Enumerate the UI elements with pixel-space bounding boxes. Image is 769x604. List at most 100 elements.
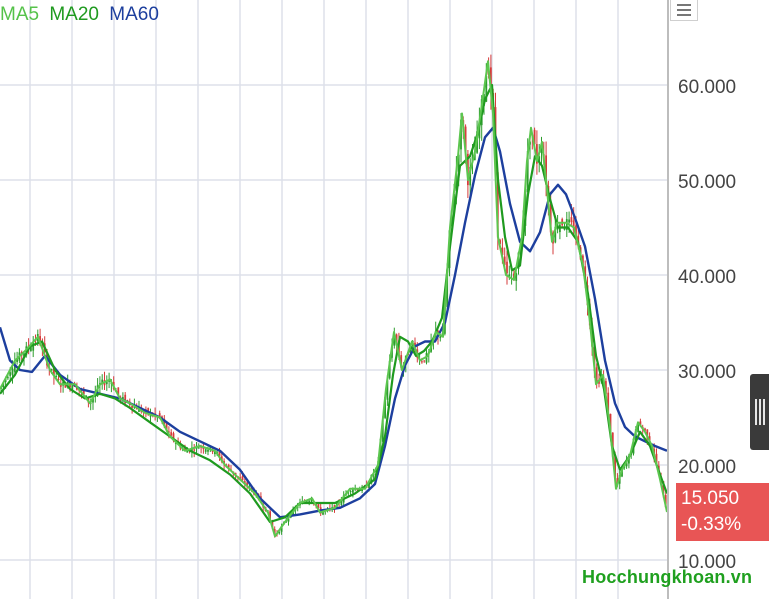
candle-body xyxy=(269,511,271,520)
candle-body xyxy=(50,368,53,371)
candle-body xyxy=(540,149,543,154)
candle-body xyxy=(386,380,389,400)
horizontal-grid xyxy=(0,84,668,561)
candle-body xyxy=(409,350,412,353)
panel-handle-icon[interactable] xyxy=(750,374,769,450)
candle-body xyxy=(637,424,639,433)
candle-body xyxy=(289,516,292,518)
candle-body xyxy=(662,481,665,494)
candle-body xyxy=(628,455,630,464)
candle-body xyxy=(241,476,244,481)
candle-body xyxy=(503,256,506,265)
candle-body xyxy=(287,518,290,522)
candle-body xyxy=(7,377,9,379)
candle-body xyxy=(227,464,230,468)
candle-body xyxy=(453,194,455,215)
candle-body xyxy=(644,428,646,431)
candle-body xyxy=(310,500,313,502)
candle-body xyxy=(131,405,133,408)
candle-body xyxy=(614,455,616,479)
candle-body xyxy=(2,382,5,388)
watermark: Hocchungkhoan.vn xyxy=(582,567,753,587)
candle-body xyxy=(368,483,370,488)
candle-body xyxy=(55,376,58,378)
candle-body xyxy=(533,129,536,145)
candle-body xyxy=(193,449,196,451)
candle-body xyxy=(609,413,612,431)
candle-body xyxy=(207,449,209,452)
candle-body xyxy=(23,353,25,357)
candle-body xyxy=(197,447,200,449)
candle-body xyxy=(214,451,216,455)
y-tick-label: 50.000 xyxy=(678,172,736,193)
candle-body xyxy=(356,489,359,491)
candle-body xyxy=(101,379,104,383)
candle-body xyxy=(598,380,600,384)
candle-body xyxy=(308,500,311,503)
candle-body xyxy=(393,336,396,346)
ma60-line xyxy=(0,126,668,519)
candle-body xyxy=(64,383,67,388)
candle-body xyxy=(524,189,527,226)
candle-body xyxy=(446,269,449,307)
candle-body xyxy=(464,126,467,152)
candle-body xyxy=(605,381,607,395)
candle-body xyxy=(646,429,649,439)
candle-body xyxy=(278,531,281,534)
candle-body xyxy=(607,392,610,416)
candle-body xyxy=(421,361,423,363)
candle-body xyxy=(250,487,253,490)
candle-body xyxy=(340,500,343,506)
candle-body xyxy=(4,379,7,383)
candle-body xyxy=(536,144,538,164)
candle-body xyxy=(170,432,173,436)
y-tick-label: 10.000 xyxy=(678,552,736,573)
candle-body xyxy=(538,156,541,162)
candle-body xyxy=(572,220,575,231)
candle-body xyxy=(490,67,492,94)
candle-body xyxy=(469,166,472,186)
legend: MA5 MA20 MA60 xyxy=(0,3,164,27)
candle-body xyxy=(191,447,193,452)
candle-body xyxy=(108,380,110,382)
candle-body xyxy=(616,478,619,484)
candle-body xyxy=(92,398,94,403)
candle-body xyxy=(280,525,283,532)
candle-body xyxy=(352,489,354,493)
menu-icon[interactable] xyxy=(670,0,698,21)
candle-body xyxy=(186,450,189,453)
candle-body xyxy=(455,170,458,191)
candle-body xyxy=(506,261,508,274)
candle-body xyxy=(639,421,642,426)
candle-body xyxy=(515,273,518,281)
candle-body xyxy=(11,368,14,375)
candle-body xyxy=(218,450,221,457)
candle-body xyxy=(395,334,398,345)
y-tick-label: 30.000 xyxy=(678,362,736,383)
ma5-line xyxy=(0,60,668,538)
candle-body xyxy=(568,219,570,223)
candle-body xyxy=(347,492,350,494)
candle-body xyxy=(9,372,12,376)
candle-body xyxy=(370,475,373,484)
candle-body xyxy=(664,494,667,508)
candle-body xyxy=(16,358,18,362)
candle-body xyxy=(554,226,557,243)
candle-body xyxy=(577,235,580,243)
candle-body xyxy=(32,342,35,351)
candle-body xyxy=(496,172,499,238)
candle-body xyxy=(526,151,529,193)
series-lines xyxy=(0,60,669,538)
candle-body xyxy=(204,449,207,452)
candle-body xyxy=(317,504,320,508)
candle-body xyxy=(165,423,168,431)
candle-body xyxy=(595,367,598,383)
y-tick-label: 40.000 xyxy=(678,267,736,288)
candle-body xyxy=(158,413,161,417)
current-price: 15.050 xyxy=(681,488,740,509)
candle-body xyxy=(85,395,87,398)
candle-body xyxy=(184,447,186,450)
candle-body xyxy=(53,368,55,377)
